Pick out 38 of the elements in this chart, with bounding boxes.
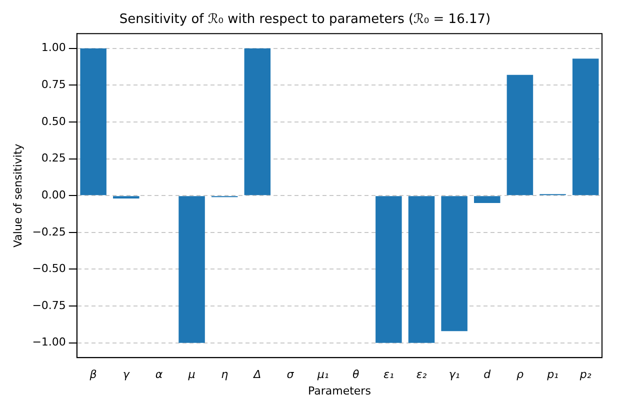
y-tick-label: 0.00 <box>41 188 66 202</box>
y-tick-label: −1.00 <box>32 336 66 349</box>
x-tick-label: σ <box>286 368 295 382</box>
x-tick-label: p₁ <box>546 368 558 382</box>
y-tick-label: −0.25 <box>32 225 66 238</box>
x-tick-label: γ₁ <box>448 368 460 382</box>
x-tick-label: p₂ <box>578 368 592 382</box>
x-axis-title: Parameters <box>308 384 372 398</box>
y-tick-label: 0.50 <box>41 114 66 128</box>
bar <box>376 196 402 343</box>
y-axis-title: Value of sensitivity <box>11 143 24 248</box>
x-tick-label: d <box>484 368 492 382</box>
bar <box>178 196 205 343</box>
x-tick-label: ρ <box>516 368 524 382</box>
x-tick-label: Δ <box>252 368 262 382</box>
x-tick-label: θ <box>352 368 360 382</box>
bar <box>408 196 435 343</box>
y-tick-label: −0.50 <box>32 262 66 276</box>
bar <box>474 196 500 203</box>
x-tick-label: μ₁ <box>316 368 329 382</box>
x-tick-label: μ <box>187 368 196 382</box>
chart-title: Sensitivity of ℛ₀ with respect to parameters (ℛ₀ = 16.17) <box>119 12 491 28</box>
y-tick-label: 1.00 <box>41 41 66 54</box>
x-tick-label: α <box>155 368 164 382</box>
y-tick-label: 0.25 <box>41 152 66 165</box>
bar <box>506 74 534 196</box>
x-tick-label: η <box>221 368 228 382</box>
x-tick-label: β <box>88 368 97 382</box>
x-tick-label: γ <box>122 368 130 382</box>
bar <box>80 48 106 196</box>
bar <box>572 58 599 196</box>
bar <box>113 196 140 199</box>
bar <box>244 48 271 196</box>
bar <box>441 196 468 332</box>
y-tick-label: −0.75 <box>32 298 66 312</box>
y-tick-label: 0.75 <box>41 78 66 92</box>
x-tick-label: ε₂ <box>416 368 428 382</box>
x-tick-label: ε₁ <box>384 368 394 382</box>
